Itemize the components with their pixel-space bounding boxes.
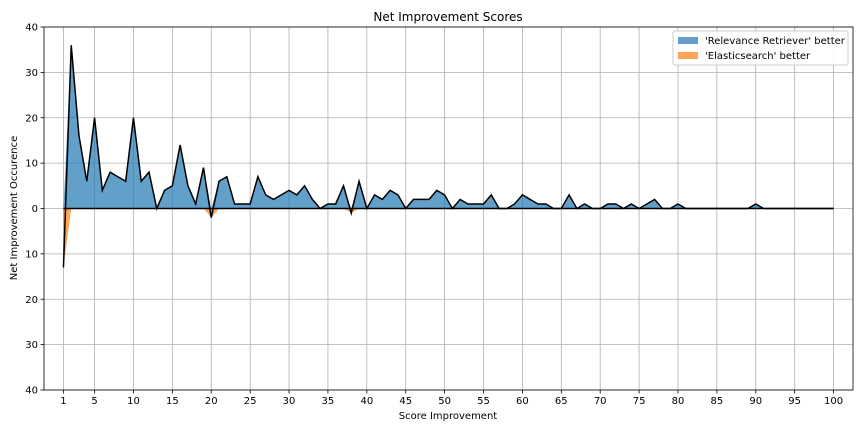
- x-tick-label: 5: [91, 396, 97, 407]
- x-tick-label: 40: [360, 396, 373, 407]
- x-tick-label: 85: [711, 396, 724, 407]
- x-tick-label: 15: [166, 396, 179, 407]
- axis-ticks: 1 5 10 15 20 25 30 35 40 45 50 55 60 65 70 75 80 85 90 95 10…: [25, 23, 843, 408]
- y-tick-label: 40: [25, 23, 38, 34]
- net-improvement-line: [62, 45, 834, 268]
- x-tick-label: 1: [60, 396, 66, 407]
- data-area: [62, 45, 834, 268]
- legend-swatch-elasticsearch: [678, 52, 698, 59]
- y-axis-label: Net Improvement Occurence: [9, 136, 20, 280]
- x-tick-label: 55: [477, 396, 490, 407]
- x-tick-label: 30: [283, 396, 296, 407]
- x-tick-label: 60: [516, 396, 529, 407]
- x-tick-label: 95: [788, 396, 801, 407]
- legend-box: [672, 30, 849, 66]
- y-tick-label: 0: [32, 204, 38, 215]
- x-tick-label: 10: [127, 396, 140, 407]
- y-tick-label: 10: [25, 159, 38, 170]
- x-axis-label: Score Improvement: [399, 411, 498, 422]
- chart-title: Net Improvement Scores: [373, 10, 522, 24]
- legend-swatch-relevance: [678, 37, 698, 44]
- plot-frame: [43, 26, 854, 391]
- relevance-better-area: [63, 45, 834, 209]
- x-tick-label: 80: [672, 396, 685, 407]
- y-tick-label: 30: [25, 340, 38, 351]
- y-tick-label: 30: [25, 68, 38, 79]
- x-tick-label: 75: [633, 396, 646, 407]
- x-tick-label: 35: [322, 396, 335, 407]
- y-tick-label: 10: [25, 249, 38, 260]
- y-tick-label: 40: [25, 386, 38, 397]
- y-tick-label: 20: [25, 295, 38, 306]
- x-tick-label: 65: [555, 396, 568, 407]
- legend-label-relevance: 'Relevance Retriever' better: [705, 36, 846, 47]
- x-tick-label: 50: [438, 396, 451, 407]
- x-tick-label: 20: [205, 396, 218, 407]
- x-tick-label: 100: [824, 396, 843, 407]
- x-tick-label: 45: [399, 396, 412, 407]
- y-tick-label: 20: [25, 113, 38, 124]
- x-tick-label: 25: [244, 396, 257, 407]
- x-tick-label: 90: [749, 396, 762, 407]
- legend-label-elasticsearch: 'Elasticsearch' better: [705, 51, 811, 62]
- legend: 'Relevance Retriever' better 'Elasticsea…: [672, 30, 849, 66]
- x-tick-label: 70: [594, 396, 607, 407]
